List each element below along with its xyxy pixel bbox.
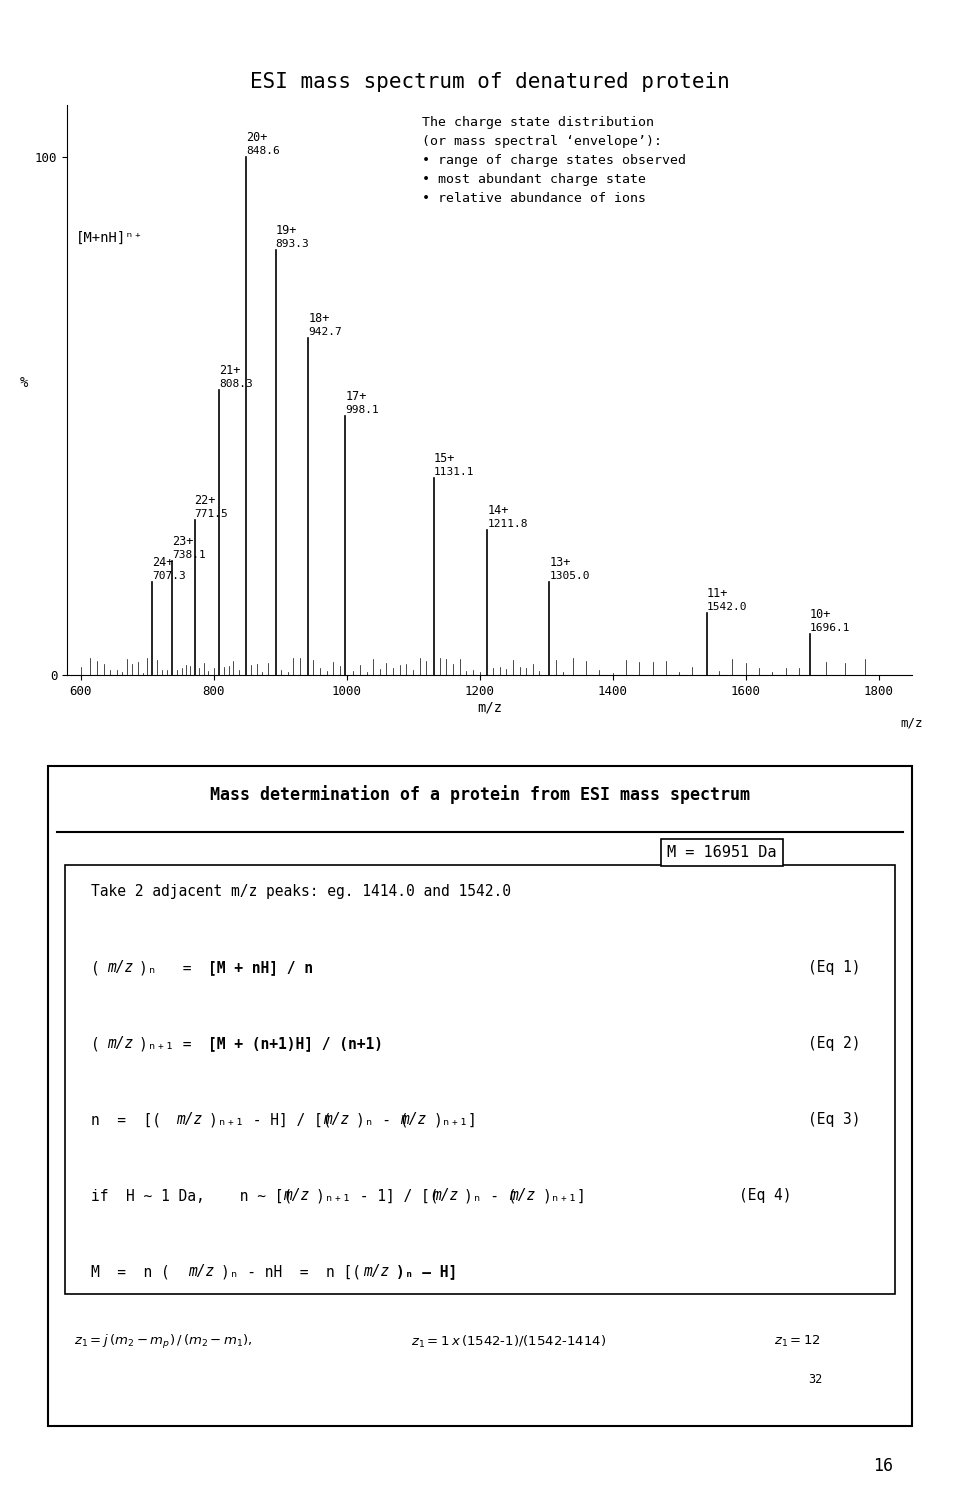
Text: 848.6: 848.6 [246,146,279,156]
Text: 24+: 24+ [152,557,173,569]
Text: Take 2 adjacent m/z peaks: eg. 1414.0 and 1542.0: Take 2 adjacent m/z peaks: eg. 1414.0 an… [91,884,512,899]
Text: The charge state distribution
(or mass spectral ‘envelope’):
• range of charge s: The charge state distribution (or mass s… [422,117,686,206]
Text: 18+: 18+ [308,312,330,326]
Text: (Eq 2): (Eq 2) [808,1036,861,1051]
Text: )ₙ   =: )ₙ = [139,961,218,976]
Text: 771.5: 771.5 [195,509,228,519]
Text: )ₙ - (: )ₙ - ( [355,1112,408,1127]
Text: [M + nH] / n: [M + nH] / n [208,961,313,976]
Text: [M+nH]ⁿ⁺: [M+nH]ⁿ⁺ [76,231,143,245]
Text: 22+: 22+ [195,494,216,507]
Text: if  H ∼ 1 Da,    n ∼ [(: if H ∼ 1 Da, n ∼ [( [91,1189,293,1204]
FancyBboxPatch shape [65,865,895,1294]
Text: 19+: 19+ [276,224,297,237]
FancyBboxPatch shape [48,766,912,1426]
Text: 707.3: 707.3 [152,570,185,581]
Text: m/z: m/z [283,1189,309,1204]
Text: 16: 16 [873,1457,893,1475]
Text: 1305.0: 1305.0 [549,570,590,581]
Text: $z_1 = 12$: $z_1 = 12$ [774,1333,821,1348]
Text: 808.3: 808.3 [219,380,252,389]
Text: 17+: 17+ [346,390,367,404]
Text: m/z: m/z [400,1112,427,1127]
Text: (: ( [91,1036,100,1051]
Text: 11+: 11+ [708,587,729,600]
Text: )ₙ - nH  =  n [(: )ₙ - nH = n [( [221,1264,361,1279]
Text: 13+: 13+ [549,557,571,569]
Text: m/z: m/z [900,717,924,729]
Text: m/z: m/z [107,961,133,976]
Text: [M + (n+1)H] / (n+1): [M + (n+1)H] / (n+1) [208,1036,383,1051]
Text: 14+: 14+ [488,504,509,518]
Text: (Eq 3): (Eq 3) [808,1112,861,1127]
Text: (: ( [91,961,100,976]
X-axis label: m/z: m/z [477,701,502,714]
Text: $z_1 = 1\,x\,(1542\text{-}1)/(1542\text{-}1414)$: $z_1 = 1\,x\,(1542\text{-}1)/(1542\text{… [411,1333,606,1349]
Text: m/z: m/z [510,1189,536,1204]
Text: 32: 32 [808,1373,823,1385]
Text: )ₙ – H]: )ₙ – H] [396,1264,458,1279]
Text: 1542.0: 1542.0 [708,602,748,612]
Text: 998.1: 998.1 [346,405,379,416]
Text: 21+: 21+ [219,365,240,377]
Text: m/z: m/z [363,1264,390,1279]
Text: m/z: m/z [432,1189,458,1204]
Text: )ₙ - (: )ₙ - ( [465,1189,516,1204]
Text: (Eq 4): (Eq 4) [739,1189,792,1204]
Text: 20+: 20+ [246,131,267,144]
Text: 23+: 23+ [173,536,194,548]
Text: )ₙ₊₁ - H] / [(: )ₙ₊₁ - H] / [( [208,1112,331,1127]
Y-axis label: %: % [19,377,28,390]
Text: )ₙ₊₁]: )ₙ₊₁] [542,1189,586,1204]
Text: 1211.8: 1211.8 [488,519,528,530]
Text: 10+: 10+ [809,608,831,621]
Text: M  =  n (: M = n ( [91,1264,170,1279]
Text: )ₙ₊₁ =: )ₙ₊₁ = [139,1036,218,1051]
Title: ESI mass spectrum of denatured protein: ESI mass spectrum of denatured protein [250,72,730,93]
Text: )ₙ₊₁ - 1] / [(: )ₙ₊₁ - 1] / [( [316,1189,439,1204]
Text: n  =  [(: n = [( [91,1112,161,1127]
Text: 893.3: 893.3 [276,239,309,249]
Text: m/z: m/z [323,1112,349,1127]
Text: 15+: 15+ [434,452,455,465]
Text: 738.1: 738.1 [173,551,206,560]
Text: 942.7: 942.7 [308,327,342,338]
Text: 1131.1: 1131.1 [434,467,474,477]
Text: m/z: m/z [107,1036,133,1051]
Text: m/z: m/z [176,1112,203,1127]
Text: 1696.1: 1696.1 [809,623,851,633]
Text: Mass determination of a protein from ESI mass spectrum: Mass determination of a protein from ESI… [210,785,750,805]
Text: (Eq 1): (Eq 1) [808,961,861,976]
Text: m/z: m/z [188,1264,214,1279]
Text: $z_1 = j\,(m_2 - m_p)\,/\,(m_2 - m_1),$: $z_1 = j\,(m_2 - m_p)\,/\,(m_2 - m_1),$ [74,1333,252,1351]
Text: M = 16951 Da: M = 16951 Da [667,845,777,860]
Text: )ₙ₊₁]: )ₙ₊₁] [433,1112,477,1127]
